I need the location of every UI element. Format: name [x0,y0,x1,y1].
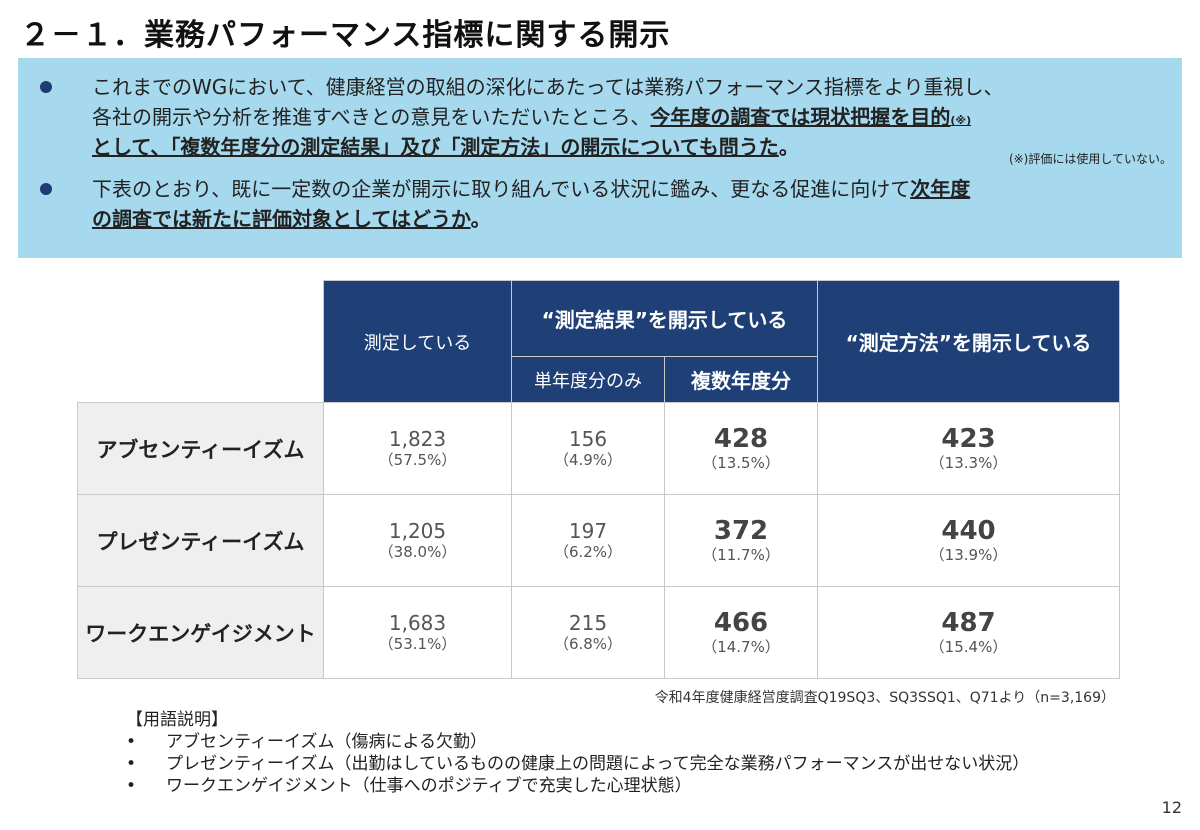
value: 215 [568,610,608,635]
percent: （4.9%） [553,450,623,469]
col-header-results-group: “測定結果”を開示している [511,280,818,357]
page-title: ２－１．業務パフォーマンス指標に関する開示 [20,18,671,53]
row-label: ワークエンゲイジメント [77,586,324,679]
disclosure-table: 測定している “測定結果”を開示している “測定方法”を開示している 単年度分の… [77,280,1120,679]
value: 440 [941,515,996,546]
summary-box: これまでのWGにおいて、健康経営の取組の深化にあたっては業務パフォーマンス指標を… [18,58,1182,258]
bullet-1-line-3: として、「複数年度分の測定結果」及び「測定方法」の開示についても問うた。 [92,132,799,162]
bullet-1-emphasis-2: として、「複数年度分の測定結果」及び「測定方法」の開示についても問うた [92,135,779,159]
cell-measuring: 1,823 （57.5%） [323,402,512,495]
bullet-dot-icon [40,81,52,93]
table-corner [77,280,324,403]
cell-method: 487 （15.4%） [817,586,1120,679]
value: 156 [568,426,608,451]
bullet-2-emphasis-2: の調査では新たに評価対象としてはどうか [92,207,471,231]
table-row: アブセンティーイズム 1,823 （57.5%） 156 （4.9%） 428 （13… [77,402,1120,495]
col-header-method: “測定方法”を開示している [817,280,1120,403]
bullet-2-emphasis-1: 次年度 [910,177,971,201]
bullet-1-line-2: 各社の開示や分析を推進すべきとの意見をいただいたところ、今年度の調査では現状把握… [92,102,971,136]
bullet-1-line-1: これまでのWGにおいて、健康経営の取組の深化にあたっては業務パフォーマンス指標を… [92,72,1003,102]
cell-multi: 372 （11.7%） [664,494,818,587]
percent: （6.2%） [553,542,623,561]
bullet-2-text-1: 下表のとおり、既に一定数の企業が開示に取り組んでいる状況に鑑み、更なる促進に向け… [92,177,911,201]
percent: （38.0%） [378,542,457,561]
value: 487 [941,607,996,638]
col-header-multi: 複数年度分 [664,356,818,403]
bullet-1-text-1: これまでのWGにおいて、健康経営の取組の深化にあたっては業務パフォーマンス指標を… [92,75,1004,99]
glossary: 【用語説明】 アブセンティーイズム（傷病による欠勤） プレゼンティーイズム（出勤… [126,709,1029,797]
bullet-2-line-1: 下表のとおり、既に一定数の企業が開示に取り組んでいる状況に鑑み、更なる促進に向け… [92,174,970,204]
cell-multi: 428 （13.5%） [664,402,818,495]
cell-method: 440 （13.9%） [817,494,1120,587]
value: 197 [568,518,608,543]
footnote: (※)評価には使用していない。 [1008,152,1172,166]
value: 372 [713,515,769,546]
value: 1,205 [388,518,447,543]
bullet-1-emphasis-1: 今年度の調査では現状把握を目的 [650,105,951,129]
value: 1,823 [388,426,447,451]
bullet-1-text-2: 各社の開示や分析を推進すべきとの意見をいただいたところ、 [92,105,651,129]
percent: （6.8%） [553,634,623,653]
bullet-dot-icon [40,183,52,195]
value: 423 [941,423,996,454]
summary-bullet-1: これまでのWGにおいて、健康経営の取組の深化にあたっては業務パフォーマンス指標を… [40,72,1170,162]
percent: （15.4%） [929,637,1008,656]
row-label: プレゼンティーイズム [77,494,324,587]
value: 428 [713,423,769,454]
summary-bullet-2: 下表のとおり、既に一定数の企業が開示に取り組んでいる状況に鑑み、更なる促進に向け… [40,174,1170,234]
table-row: ワークエンゲイジメント 1,683 （53.1%） 215 （6.8%） 466 （1… [77,586,1120,679]
bullet-1-note-mark: (※) [950,114,972,127]
value: 1,683 [388,610,447,635]
percent: （53.1%） [378,634,457,653]
source-note: 令和4年度健康経営度調査Q19SQ3、SQ3SSQ1、Q71より（n=3,169… [654,690,1115,706]
percent: （57.5%） [378,450,457,469]
row-label: アブセンティーイズム [77,402,324,495]
percent: （13.9%） [929,545,1008,564]
cell-multi: 466 （14.7%） [664,586,818,679]
percent: （14.7%） [702,637,780,656]
col-header-measuring: 測定している [323,280,512,403]
cell-measuring: 1,205 （38.0%） [323,494,512,587]
glossary-item: ワークエンゲイジメント（仕事へのポジティブで充実した心理状態） [126,775,1029,797]
cell-measuring: 1,683 （53.1%） [323,586,512,679]
glossary-item: アブセンティーイズム（傷病による欠勤） [126,731,1029,753]
glossary-heading: 【用語説明】 [126,710,228,730]
col-header-single: 単年度分のみ [511,356,665,403]
glossary-item: プレゼンティーイズム（出勤はしているものの健康上の問題によって完全な業務パフォー… [126,753,1029,775]
cell-single: 156 （4.9%） [511,402,665,495]
page-number: 12 [1161,798,1182,817]
bullet-1-period: 。 [778,135,799,159]
bullet-2-line-2: の調査では新たに評価対象としてはどうか。 [92,204,491,234]
bullet-2-period: 。 [470,207,491,231]
percent: （13.5%） [702,453,780,472]
value: 466 [713,607,769,638]
table-row: プレゼンティーイズム 1,205 （38.0%） 197 （6.2%） 372 （11… [77,494,1120,587]
cell-method: 423 （13.3%） [817,402,1120,495]
percent: （11.7%） [702,545,780,564]
cell-single: 197 （6.2%） [511,494,665,587]
percent: （13.3%） [929,453,1008,472]
cell-single: 215 （6.8%） [511,586,665,679]
